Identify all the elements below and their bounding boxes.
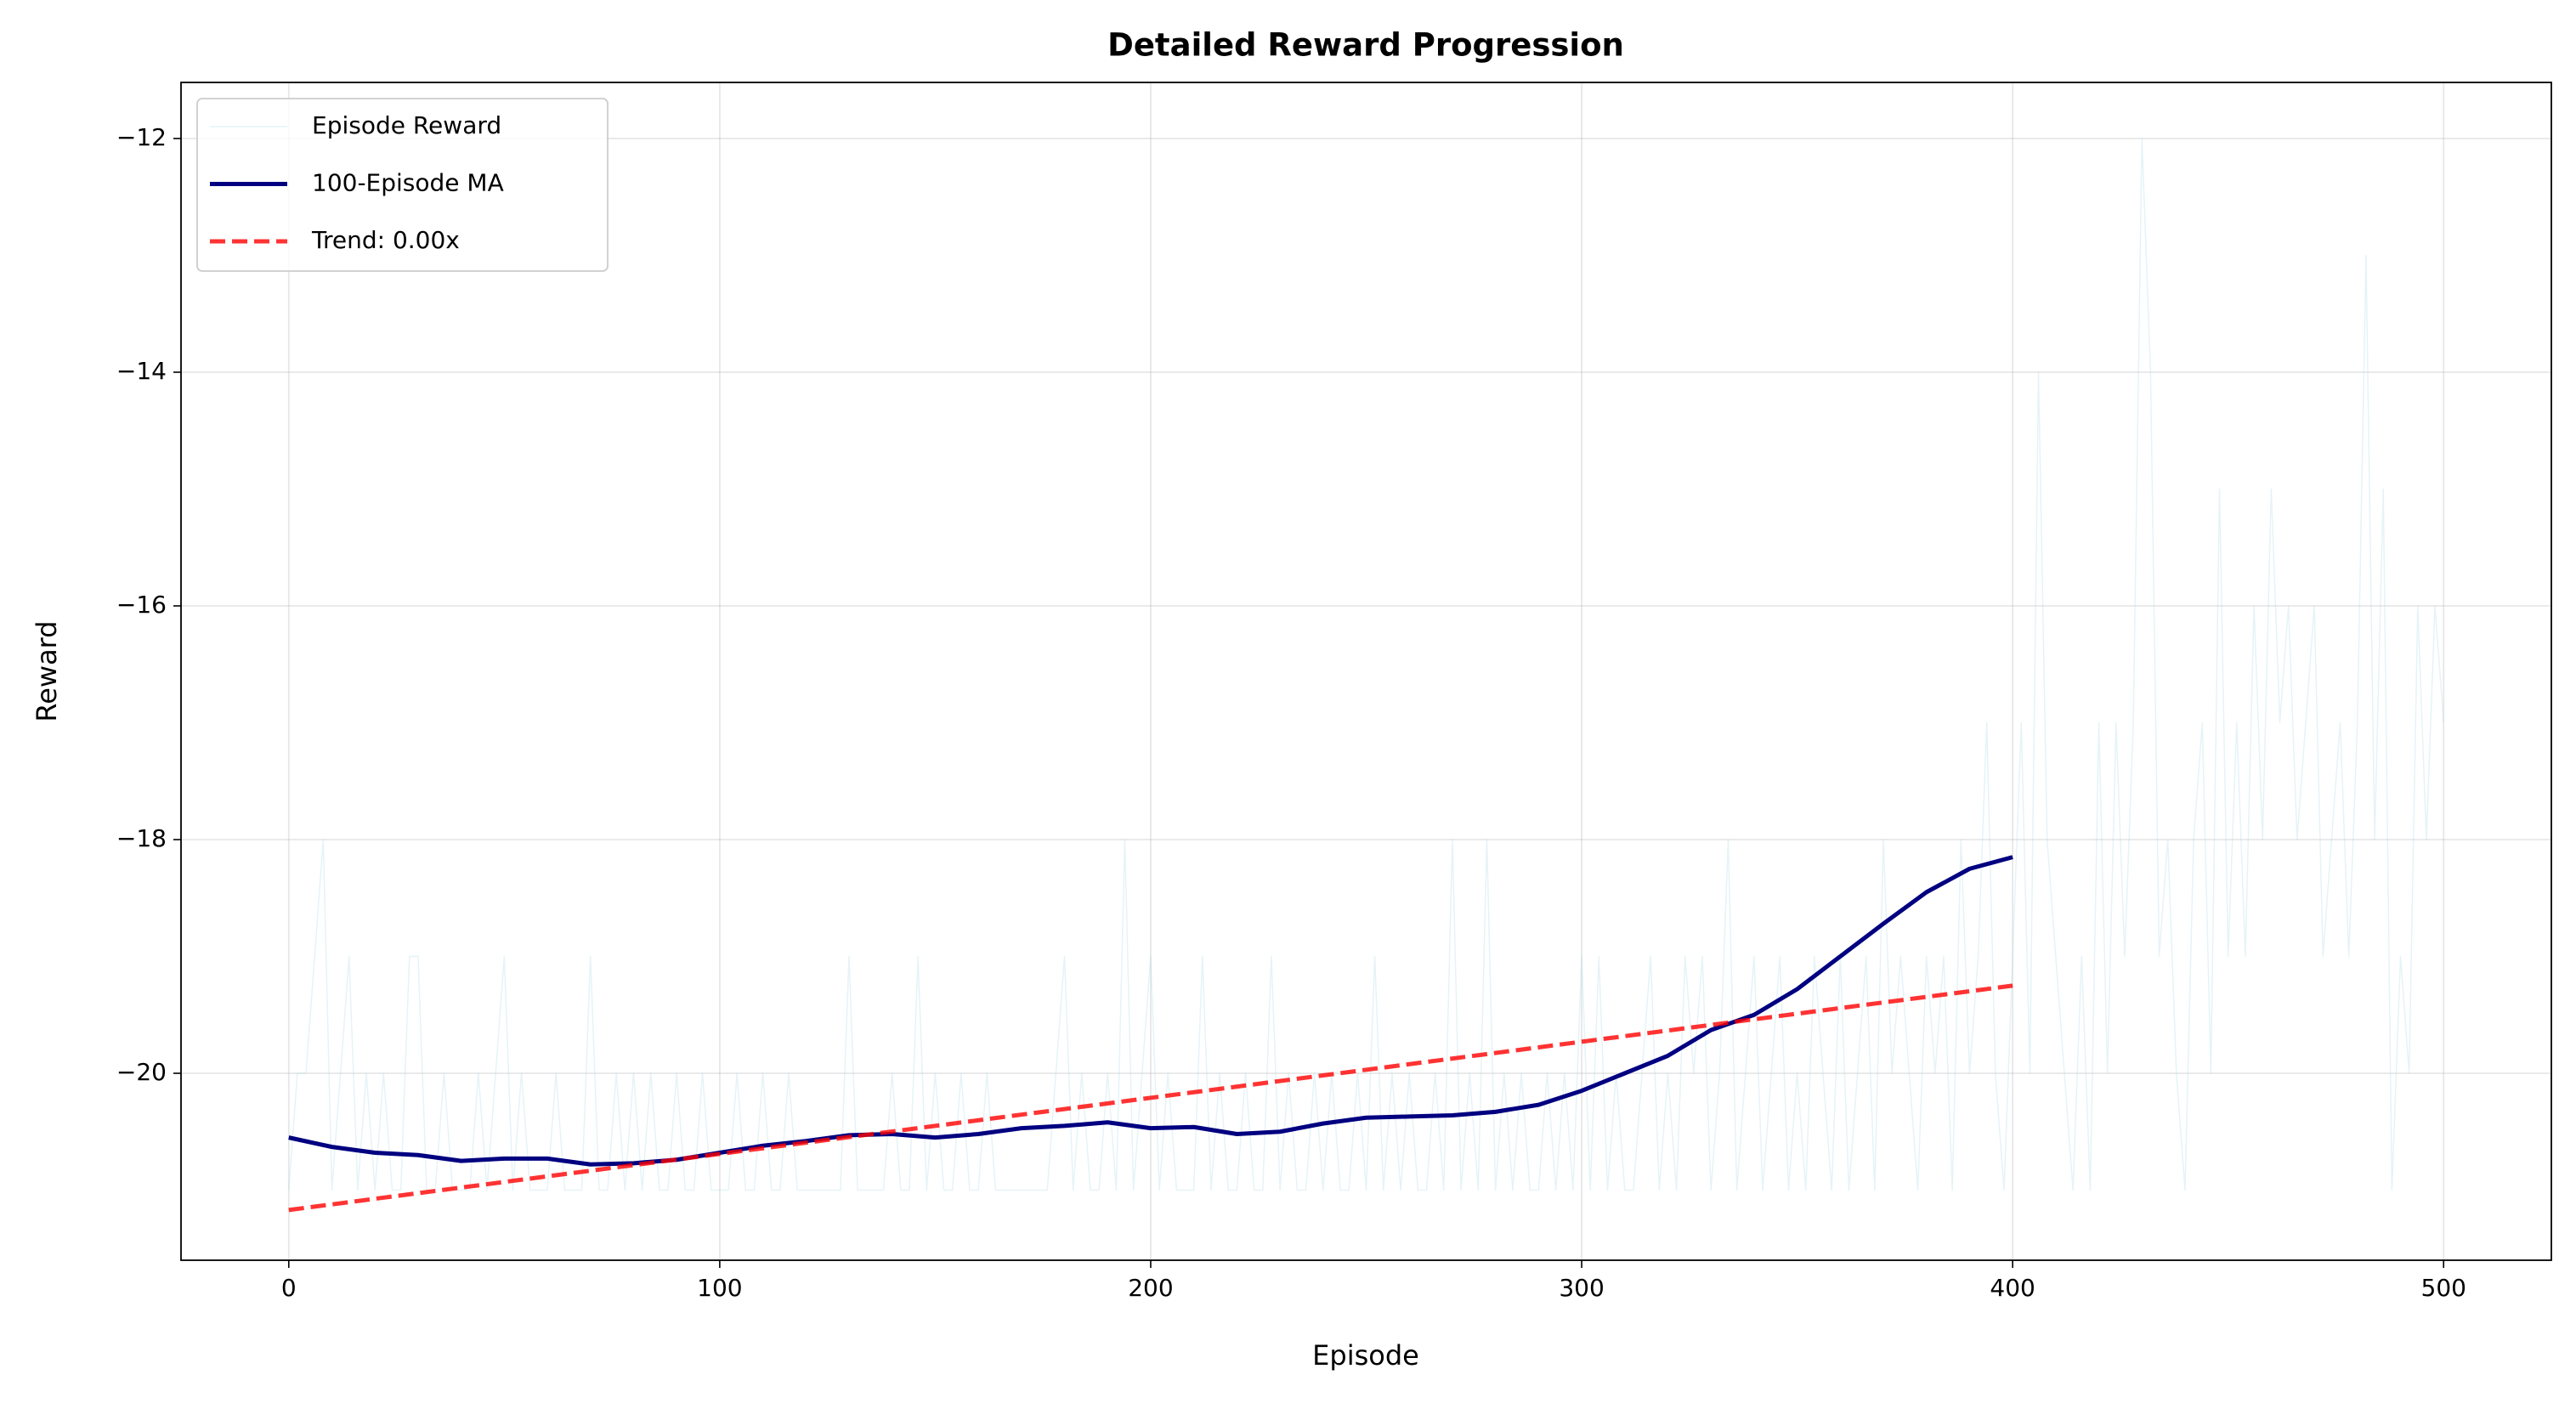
x-tick-label: 100 bbox=[697, 1274, 742, 1302]
legend-label: Episode Reward bbox=[312, 111, 501, 139]
y-tick-label: −18 bbox=[116, 824, 167, 852]
y-tick-label: −14 bbox=[116, 357, 167, 385]
x-tick-label: 300 bbox=[1559, 1274, 1604, 1302]
legend-label: Trend: 0.00x bbox=[311, 226, 460, 254]
y-tick-label: −16 bbox=[116, 591, 167, 619]
series-line bbox=[288, 138, 2444, 1191]
legend-box bbox=[196, 98, 609, 272]
x-tick-label: 400 bbox=[1990, 1274, 2035, 1302]
chart-title: Detailed Reward Progression bbox=[1107, 27, 1624, 64]
x-tick-label: 0 bbox=[281, 1274, 297, 1302]
legend: Episode Reward 100-Episode MA Trend: 0.00x bbox=[196, 98, 609, 272]
series-line bbox=[288, 983, 2013, 1213]
x-tick-label: 500 bbox=[2421, 1274, 2466, 1302]
x-axis-label: Episode bbox=[1312, 1339, 1419, 1372]
y-tick-label: −12 bbox=[116, 123, 167, 151]
legend-label: 100-Episode MA bbox=[312, 169, 504, 197]
plot-frame bbox=[180, 82, 2552, 1261]
y-axis-label: Reward bbox=[31, 620, 63, 721]
y-tick-label: −20 bbox=[116, 1058, 167, 1086]
x-tick-label: 200 bbox=[1128, 1274, 1173, 1302]
